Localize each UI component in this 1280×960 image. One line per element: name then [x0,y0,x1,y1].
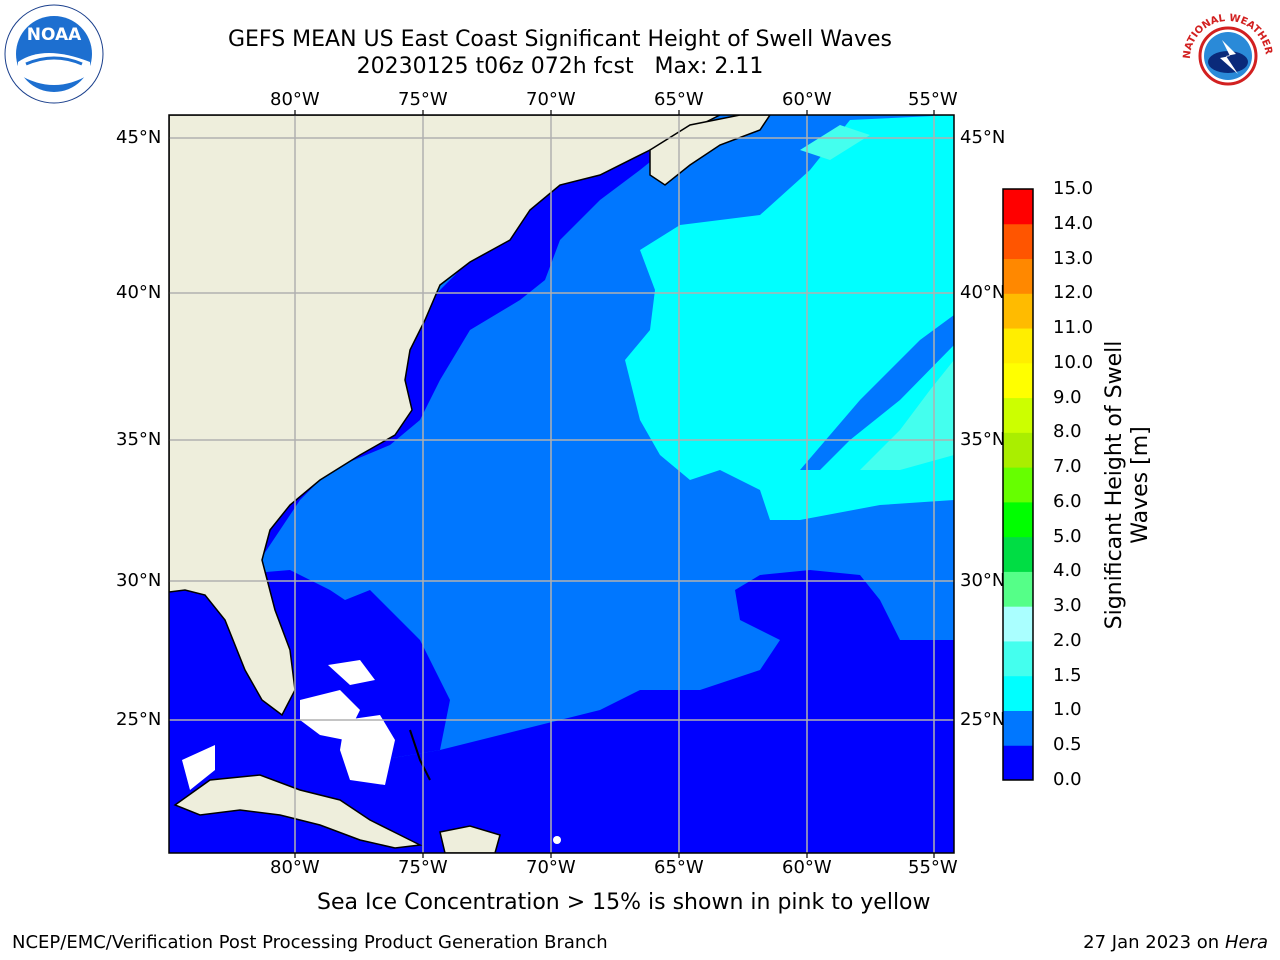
colorbar-tick-label: 2.0 [1053,629,1082,651]
land-hispaniola [439,825,501,853]
lon-tick-top-80w: 80°W [270,89,320,110]
colorbar-tick-label: 7.0 [1053,456,1082,478]
colorbar-tick-label: 3.0 [1053,595,1082,617]
map-tick-marks [294,110,935,858]
noaa-logo-text: NOAA [27,25,82,45]
colorbar-frame [1002,188,1034,781]
lat-tick-right-25n: 25°N [960,709,1006,730]
noaa-logo: NOAA [4,4,104,104]
colorbar-label: Significant Height of Swell Waves [m] [1102,340,1153,630]
colorbar-tick-label: 5.0 [1053,525,1082,547]
lon-tick-top-75w: 75°W [398,89,448,110]
lon-tick-bottom-70w: 70°W [526,857,576,878]
lat-tick-right-45n: 45°N [960,127,1006,148]
colorbar-band [1003,397,1033,433]
lon-tick-bottom-75w: 75°W [398,857,448,878]
lon-tick-top-55w: 55°W [908,89,958,110]
swell-band-1.5-2.0-north [800,125,870,160]
swell-band-1.5-2.0 [860,360,954,470]
colorbar-band [1003,710,1033,746]
colorbar-band [1003,362,1033,399]
map-gridlines [169,115,954,853]
chart-subtitle: 20230125 t06z 072h fcst Max: 2.11 [356,54,764,79]
lat-tick-right-30n: 30°N [960,570,1006,591]
colorbar-band [1003,467,1033,503]
island-marker [553,836,561,844]
swell-band-tongue [800,315,954,470]
colorbar-tick-label: 11.0 [1053,317,1094,339]
lon-tick-top-65w: 65°W [654,89,704,110]
colorbar-band [1003,536,1033,572]
lon-tick-bottom-65w: 65°W [654,857,704,878]
colorbar-band [1003,675,1033,711]
colorbar-tick-label: 9.0 [1053,386,1082,408]
colorbar-band [1003,640,1033,677]
mask-bahamas-3 [328,660,375,685]
lat-tick-left-30n: 30°N [116,570,162,591]
colorbar-tick-label: 14.0 [1053,212,1094,234]
island-chain [409,729,431,781]
colorbar-tick-label: 4.0 [1053,560,1082,582]
colorbar-tick-label: 6.0 [1053,490,1082,512]
lat-tick-left-25n: 25°N [116,709,162,730]
lon-tick-top-60w: 60°W [782,89,832,110]
lat-tick-left-40n: 40°N [116,282,162,303]
colorbar-band [1003,189,1033,225]
colorbar-tick-label: 1.0 [1053,699,1082,721]
lon-tick-top-70w: 70°W [526,89,576,110]
colorbar [1002,188,1034,781]
lat-tick-right-35n: 35°N [960,429,1006,450]
lon-tick-bottom-80w: 80°W [270,857,320,878]
lat-tick-right-40n: 40°N [960,282,1006,303]
mask-bahamas-2 [340,715,395,785]
lat-tick-left-35n: 35°N [116,429,162,450]
colorbar-band [1003,432,1033,468]
nws-logo: NATIONAL WEATHER SERVICE [1174,0,1278,104]
land-cuba [173,774,423,849]
sea-ice-caption: Sea Ice Concentration > 15% is shown in … [317,890,931,915]
colorbar-tick-label: 13.0 [1053,247,1094,269]
colorbar-band [1003,293,1033,329]
chart-title: GEFS MEAN US East Coast Significant Heig… [227,27,893,52]
colorbar-tick-label: 15.0 [1053,178,1094,199]
footer-right: 27 Jan 2023 on Hera [1083,932,1268,953]
map-frame [168,114,955,854]
lat-tick-left-45n: 45°N [116,127,162,148]
footer-date: 27 Jan 2023 on [1083,932,1225,953]
colorbar-tick-label: 0.5 [1053,734,1082,756]
colorbar-band [1003,606,1033,642]
colorbar-band [1003,328,1033,364]
footer-left: NCEP/EMC/Verification Post Processing Pr… [12,932,608,953]
colorbar-tick-label: 1.5 [1053,664,1082,686]
footer-machine: Hera [1224,932,1268,953]
swell-band-0-0.5-south [169,570,954,853]
colorbar-tick-label: 0.0 [1053,769,1082,790]
land-us [169,115,721,717]
mask-keys [182,745,215,790]
colorbar-tick-label: 10.0 [1053,351,1094,373]
lon-tick-bottom-55w: 55°W [908,857,958,878]
colorbar-band [1003,745,1033,781]
colorbar-band [1003,223,1033,260]
colorbar-band [1003,258,1033,294]
colorbar-tick-label: 8.0 [1053,421,1082,443]
colorbar-band [1003,501,1033,538]
colorbar-tick-label: 12.0 [1053,282,1094,304]
lon-tick-bottom-60w: 60°W [782,857,832,878]
colorbar-band [1003,571,1033,607]
